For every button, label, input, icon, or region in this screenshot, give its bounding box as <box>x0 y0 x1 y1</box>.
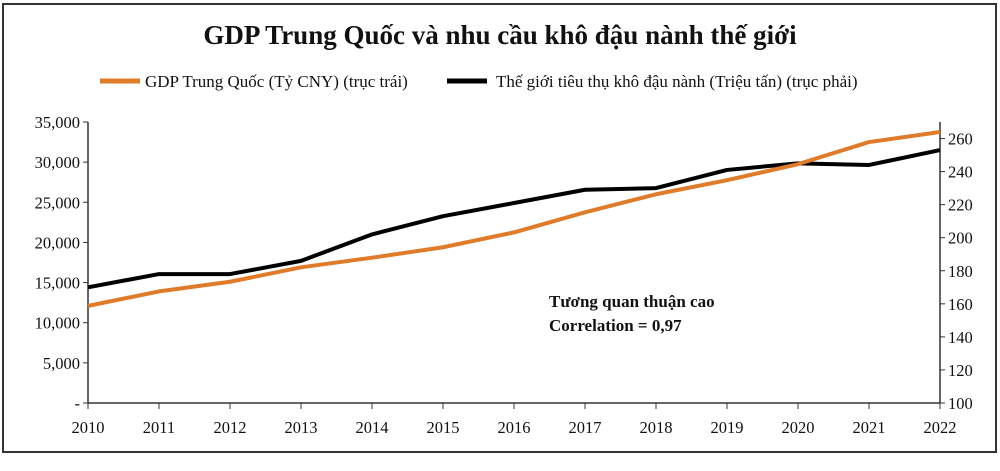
x-tick-label: 2014 <box>356 418 389 437</box>
x-tick-label: 2021 <box>853 418 886 437</box>
chart-title: GDP Trung Quốc và nhu cầu khô đậu nành t… <box>203 20 797 50</box>
annotation-correlation-value: Correlation = 0,97 <box>549 316 682 335</box>
left-tick-label: 30,000 <box>35 153 80 172</box>
chart-frame <box>2 3 997 453</box>
right-tick-label: 160 <box>948 295 973 314</box>
x-tick-label: 2020 <box>782 418 815 437</box>
right-tick-label: 260 <box>948 130 973 149</box>
left-tick-label: 5,000 <box>43 354 80 373</box>
left-tick-label: 25,000 <box>35 193 80 212</box>
x-tick-label: 2015 <box>427 418 460 437</box>
x-tick-label: 2022 <box>924 418 957 437</box>
right-tick-label: 240 <box>948 163 973 182</box>
axes: - 5,000 10,000 15,000 20,000 25,000 30,000 35,0… <box>35 113 973 437</box>
left-tick-label: 15,000 <box>35 274 80 293</box>
right-tick-label: 140 <box>948 328 973 347</box>
right-tick-label: 120 <box>948 361 973 380</box>
right-tick-label: 180 <box>948 262 973 281</box>
x-tick-label: 2013 <box>285 418 318 437</box>
annotation-correlation-title: Tương quan thuận cao <box>549 292 715 311</box>
x-tick-label: 2017 <box>569 418 602 437</box>
left-tick-label: 20,000 <box>35 233 80 252</box>
left-tick-label: 35,000 <box>35 113 80 132</box>
x-tick-label: 2010 <box>72 418 105 437</box>
x-tick-label: 2012 <box>214 418 247 437</box>
legend-label-soymeal: Thế giới tiêu thụ khô đậu nành (Triệu tấ… <box>496 72 858 91</box>
right-tick-label: 220 <box>948 196 973 215</box>
legend: GDP Trung Quốc (Tỷ CNY) (trục trái) Thế … <box>100 72 858 91</box>
right-tick-label: 200 <box>948 229 973 248</box>
legend-label-gdp: GDP Trung Quốc (Tỷ CNY) (trục trái) <box>145 72 408 91</box>
left-tick-label: - <box>75 394 81 413</box>
series-lines <box>87 130 941 308</box>
x-tick-label: 2019 <box>711 418 744 437</box>
x-tick-label: 2016 <box>498 418 531 437</box>
right-tick-label: 100 <box>948 394 973 413</box>
x-tick-label: 2018 <box>640 418 673 437</box>
left-tick-label: 10,000 <box>35 314 80 333</box>
x-tick-label: 2011 <box>143 418 175 437</box>
